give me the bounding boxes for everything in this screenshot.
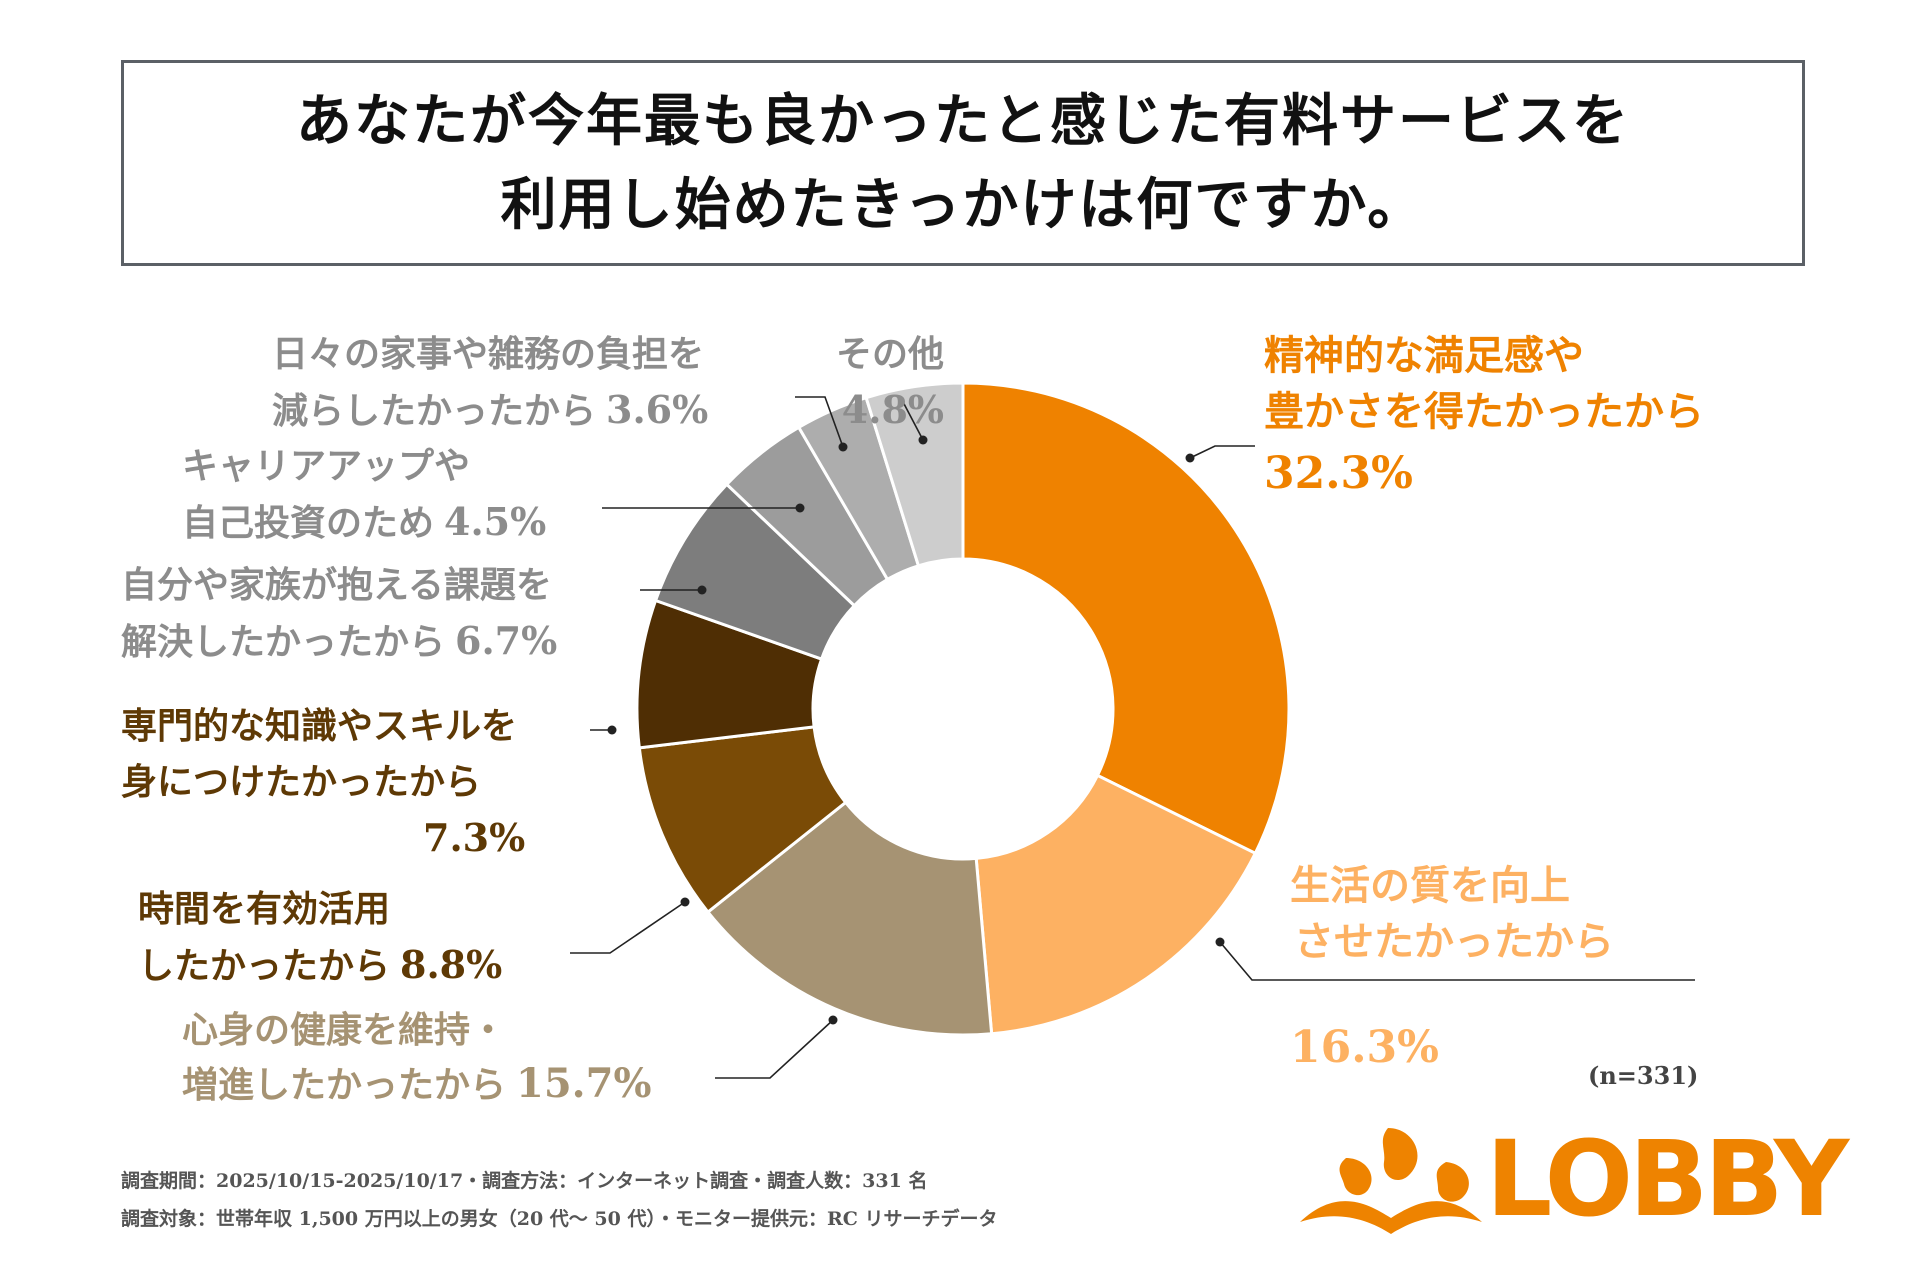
label-time: 時間を有効活用 したかったから 8.8% (138, 881, 502, 994)
leader-dot-problems (697, 585, 707, 595)
label-spiritual-line-2: 豊かさを得たかったから (1264, 388, 1704, 435)
label-career-line-2-text: 自己投資のため (182, 502, 435, 544)
leader-dot-time (680, 897, 690, 907)
label-time-line-2: したかったから 8.8% (138, 937, 502, 994)
title-box: あなたが今年最も良かったと感じた有料サービスを 利用し始めたきっかけは何ですか。 (121, 60, 1805, 266)
label-spiritual-value: 32.3% (1264, 448, 1413, 499)
sample-size-note: (n=331) (1588, 1061, 1699, 1090)
label-skills-line-1: 専門的な知識やスキルを (121, 705, 518, 747)
label-problems-value: 6.7% (455, 618, 558, 663)
title-line-2: 利用し始めたきっかけは何ですか。 (500, 172, 1426, 238)
slice-quality (974, 773, 1258, 1036)
label-chores-line-1: 日々の家事や雑務の負担を (272, 333, 705, 375)
label-health-line-2: 増進したかったから 15.7% (182, 1057, 651, 1112)
label-other: その他 4.8% (836, 326, 944, 438)
label-career-line-1: キャリアアップや (182, 445, 471, 487)
label-problems-line-2: 解決したかったから 6.7% (121, 613, 557, 670)
leader-dot-health (828, 1015, 838, 1025)
slice-spiritual (961, 381, 1291, 856)
leader-dot-chores (838, 442, 848, 452)
label-time-value: 8.8% (400, 942, 503, 987)
label-chores-line-2-text: 減らしたかったから (272, 390, 597, 432)
slice-other (864, 381, 965, 568)
title-line-1: あなたが今年最も良かったと感じた有料サービスを (296, 88, 1630, 154)
label-career-line-2: 自己投資のため 4.5% (182, 494, 546, 551)
label-chores: 日々の家事や雑務の負担を 減らしたかったから 3.6% (272, 326, 708, 439)
label-quality-line-1: 生活の質を向上 (1290, 862, 1570, 909)
leader-line-other (901, 399, 924, 441)
leader-dot-spiritual (1185, 453, 1195, 463)
label-quality-value: 16.3% (1290, 1022, 1439, 1073)
lobby-logo-text: LOBBY (1486, 1118, 1849, 1240)
label-problems: 自分や家族が抱える課題を 解決したかったから 6.7% (121, 557, 557, 670)
leader-line-spiritual (1189, 445, 1255, 459)
label-chores-line-2: 減らしたかったから 3.6% (272, 382, 708, 439)
label-career-value: 4.5% (444, 499, 547, 544)
label-health-line-1: 心身の健康を維持・ (182, 1009, 507, 1051)
label-health: 心身の健康を維持・ 増進したかったから 15.7% (182, 1003, 651, 1112)
label-career: キャリアアップや 自己投資のため 4.5% (182, 438, 546, 551)
label-other-line-1: その他 (836, 333, 945, 375)
leader-dot-quality (1215, 937, 1225, 947)
leader-line-quality (1219, 941, 1695, 981)
label-skills-value: 7.3% (423, 815, 526, 860)
leader-dot-career (795, 503, 805, 513)
label-time-line-1: 時間を有効活用 (138, 888, 391, 930)
label-chores-value: 3.6% (606, 387, 709, 432)
leader-lines (570, 396, 1695, 1079)
label-spiritual-line-1: 精神的な満足感や (1264, 332, 1584, 379)
label-other-value: 4.8% (841, 387, 945, 432)
footer-survey-target: 調査対象：世帯年収 1,500 万円以上の男女（20 代～ 50 代）・モニター… (121, 1208, 998, 1230)
lobby-logo: LOBBY (1296, 1118, 1849, 1238)
lobby-logo-mark-icon (1300, 1128, 1482, 1234)
leader-dot-skills (607, 725, 617, 735)
leader-line-health (715, 1019, 834, 1079)
label-skills: 専門的な知識やスキルを 身につけたかったから 7.3% (121, 698, 525, 866)
label-spiritual: 精神的な満足感や 豊かさを得たかったから 32.3% (1264, 328, 1704, 502)
label-problems-line-2-text: 解決したかったから (121, 621, 446, 663)
footer-survey-period: 調査期間：2025/10/15-2025/10/17・調査方法：インターネット調… (121, 1170, 928, 1192)
slice-health (705, 800, 994, 1037)
label-quality-line-2: させたかったから (1294, 918, 1614, 965)
label-quality: 生活の質を向上 させたかったから 16.3% (1290, 858, 1614, 1076)
leader-line-time (570, 901, 686, 954)
label-time-line-2-text: したかったから (138, 945, 391, 987)
leader-dot-other (918, 435, 928, 445)
label-health-value: 15.7% (516, 1060, 652, 1107)
label-problems-line-1: 自分や家族が抱える課題を (121, 564, 552, 606)
leader-line-chores (795, 396, 844, 448)
label-skills-line-2: 身につけたかったから (121, 761, 482, 803)
donut-slices (635, 381, 1291, 1037)
label-health-line-2-text: 増進したかったから (182, 1064, 507, 1106)
